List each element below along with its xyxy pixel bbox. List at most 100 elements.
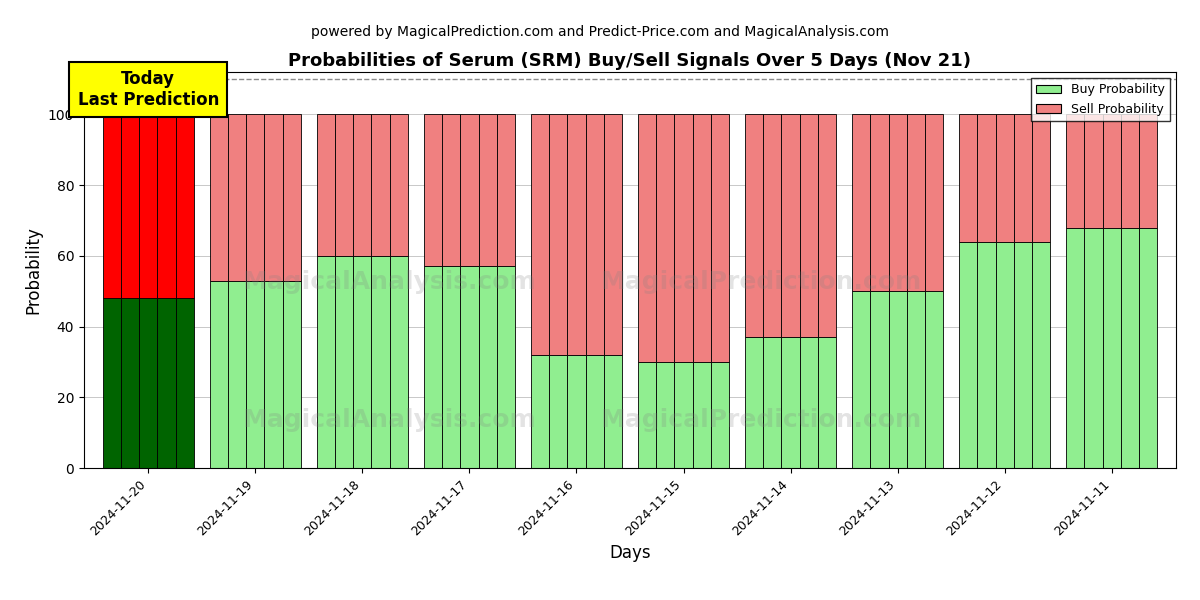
- Bar: [763, 115, 781, 337]
- Y-axis label: Probability: Probability: [24, 226, 42, 314]
- Bar: [497, 115, 515, 266]
- Bar: [264, 281, 282, 468]
- Bar: [568, 115, 586, 355]
- Bar: [852, 115, 870, 291]
- Bar: [870, 291, 888, 468]
- Bar: [461, 115, 479, 266]
- Bar: [925, 115, 943, 291]
- Bar: [1014, 115, 1032, 242]
- Bar: [763, 337, 781, 468]
- Bar: [1085, 115, 1103, 227]
- Bar: [390, 256, 408, 468]
- Bar: [959, 242, 978, 468]
- Bar: [210, 115, 228, 281]
- Bar: [638, 362, 656, 468]
- Bar: [1139, 227, 1157, 468]
- Bar: [604, 115, 622, 355]
- Bar: [674, 362, 692, 468]
- Bar: [925, 291, 943, 468]
- Bar: [175, 298, 193, 468]
- Bar: [228, 115, 246, 281]
- Bar: [424, 115, 442, 266]
- Bar: [139, 298, 157, 468]
- Bar: [1121, 227, 1139, 468]
- Bar: [818, 115, 836, 337]
- Bar: [1032, 242, 1050, 468]
- Bar: [604, 355, 622, 468]
- Bar: [692, 362, 710, 468]
- Bar: [530, 115, 550, 355]
- Bar: [1103, 115, 1121, 227]
- Bar: [1085, 227, 1103, 468]
- Legend: Buy Probability, Sell Probability: Buy Probability, Sell Probability: [1031, 78, 1170, 121]
- Bar: [246, 115, 264, 281]
- Bar: [781, 337, 799, 468]
- Bar: [175, 115, 193, 298]
- Bar: [282, 281, 301, 468]
- Bar: [246, 281, 264, 468]
- Bar: [335, 115, 353, 256]
- Bar: [479, 266, 497, 468]
- Bar: [568, 355, 586, 468]
- Bar: [818, 337, 836, 468]
- Title: Probabilities of Serum (SRM) Buy/Sell Signals Over 5 Days (Nov 21): Probabilities of Serum (SRM) Buy/Sell Si…: [288, 52, 972, 70]
- Bar: [996, 115, 1014, 242]
- Bar: [799, 115, 818, 337]
- Bar: [157, 298, 175, 468]
- Bar: [978, 242, 996, 468]
- Bar: [372, 256, 390, 468]
- Bar: [1014, 242, 1032, 468]
- Bar: [442, 115, 461, 266]
- Bar: [710, 362, 730, 468]
- Bar: [550, 355, 568, 468]
- Bar: [103, 298, 121, 468]
- Bar: [799, 337, 818, 468]
- Text: MagicalAnalysis.com: MagicalAnalysis.com: [242, 409, 536, 433]
- Bar: [907, 115, 925, 291]
- Bar: [710, 115, 730, 362]
- Bar: [121, 298, 139, 468]
- Bar: [656, 115, 674, 362]
- Bar: [888, 291, 907, 468]
- Bar: [282, 115, 301, 281]
- Text: Today
Last Prediction: Today Last Prediction: [78, 70, 218, 109]
- Bar: [228, 281, 246, 468]
- Text: MagicalPrediction.com: MagicalPrediction.com: [600, 409, 922, 433]
- Bar: [210, 281, 228, 468]
- Bar: [264, 115, 282, 281]
- Bar: [656, 362, 674, 468]
- Bar: [461, 266, 479, 468]
- Bar: [550, 115, 568, 355]
- Bar: [317, 115, 335, 256]
- Bar: [781, 115, 799, 337]
- Bar: [888, 115, 907, 291]
- Text: MagicalPrediction.com: MagicalPrediction.com: [600, 270, 922, 294]
- Bar: [852, 291, 870, 468]
- Bar: [497, 266, 515, 468]
- Bar: [121, 115, 139, 298]
- Bar: [692, 115, 710, 362]
- Bar: [638, 115, 656, 362]
- Bar: [959, 115, 978, 242]
- Bar: [479, 115, 497, 266]
- Bar: [390, 115, 408, 256]
- Bar: [1067, 227, 1085, 468]
- Bar: [1121, 115, 1139, 227]
- Bar: [372, 115, 390, 256]
- Bar: [139, 115, 157, 298]
- Bar: [442, 266, 461, 468]
- Bar: [674, 115, 692, 362]
- Bar: [1032, 115, 1050, 242]
- Bar: [907, 291, 925, 468]
- Bar: [996, 242, 1014, 468]
- Bar: [103, 115, 121, 298]
- Bar: [335, 256, 353, 468]
- Bar: [1103, 227, 1121, 468]
- Bar: [745, 115, 763, 337]
- Bar: [586, 355, 604, 468]
- X-axis label: Days: Days: [610, 544, 650, 562]
- Bar: [157, 115, 175, 298]
- Bar: [1139, 115, 1157, 227]
- Bar: [978, 115, 996, 242]
- Bar: [353, 256, 372, 468]
